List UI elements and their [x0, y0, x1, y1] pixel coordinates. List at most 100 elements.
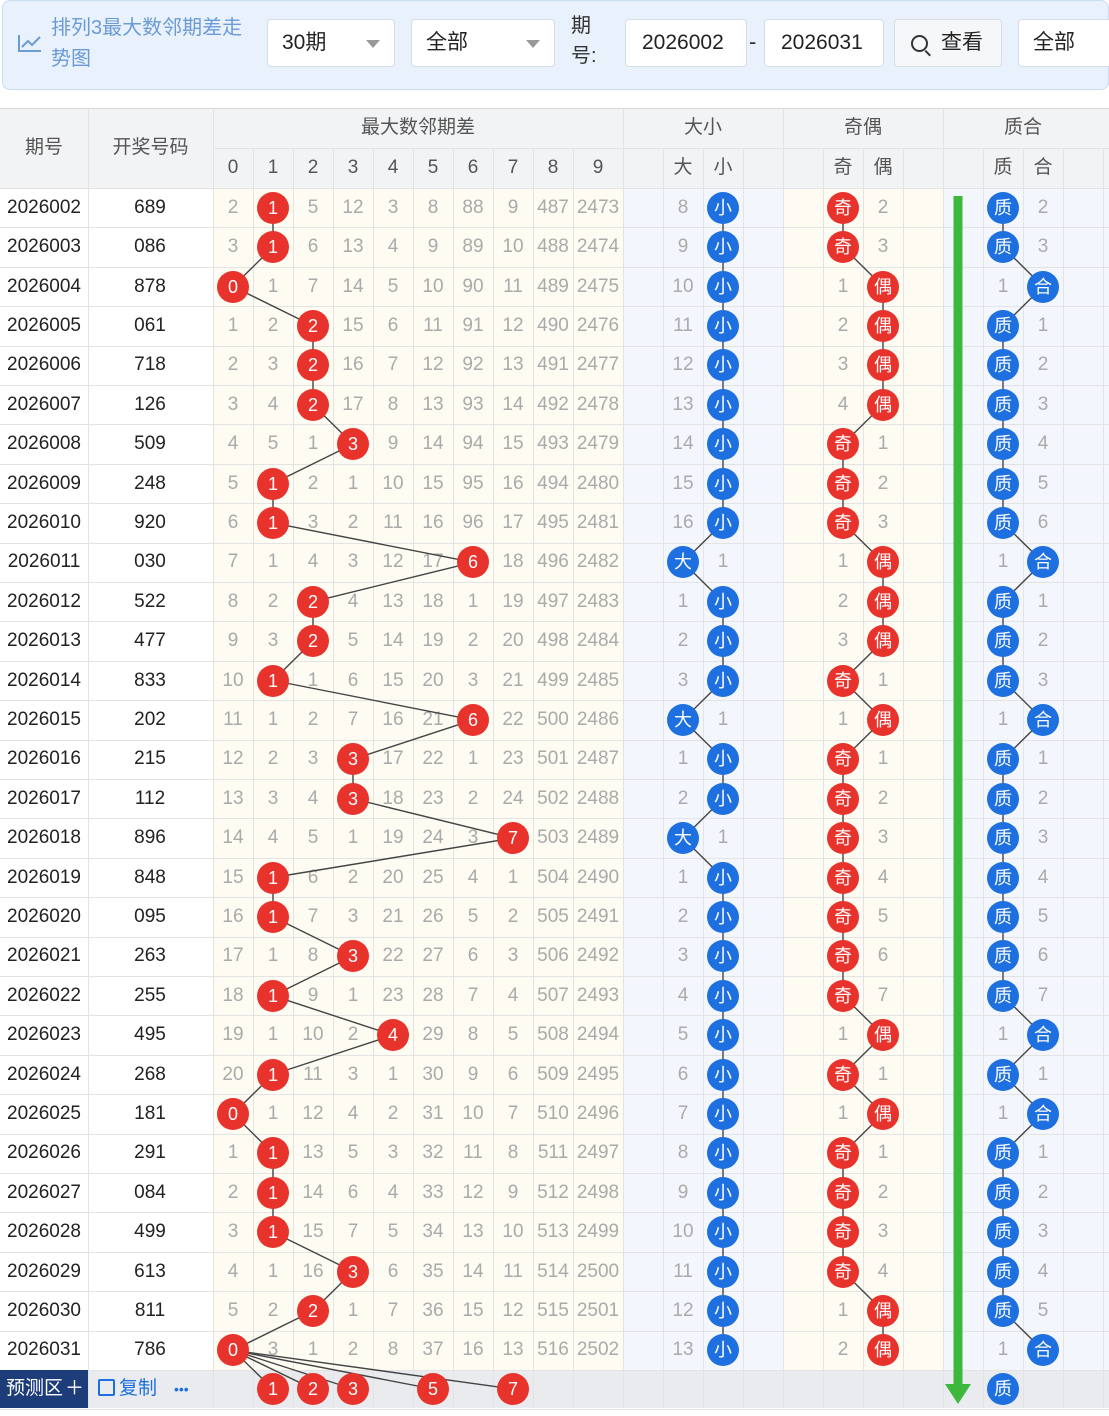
- diff-miss-cell: 3: [347, 1063, 359, 1085]
- draw-number-cell: 084: [134, 1181, 166, 1203]
- prime-hit-ball: 质: [987, 1176, 1019, 1209]
- diff-miss-cell: 5: [507, 1024, 519, 1046]
- diff-hit-ball: 1: [257, 231, 289, 264]
- diff-miss-cell: 2: [307, 708, 319, 730]
- prime-miss-cell: 5: [1037, 472, 1049, 494]
- column-divider: [293, 148, 294, 1408]
- prime-miss-cell: 3: [1037, 1221, 1049, 1243]
- row-divider: [0, 700, 1109, 701]
- column-divider: [743, 148, 744, 1408]
- column-divider: [573, 148, 574, 1408]
- diff-miss-cell: 12: [302, 1102, 324, 1124]
- issue-from-input[interactable]: 2026002: [625, 19, 747, 67]
- diff-miss-cell: 3: [467, 669, 479, 691]
- issue-cell: 2026017: [7, 787, 81, 809]
- diff-hit-ball: 2: [297, 349, 329, 382]
- view-button-label: 查看: [941, 31, 983, 54]
- parity-hit-ball: 奇: [827, 1176, 859, 1209]
- diff-miss-cell: 88: [462, 196, 484, 218]
- more-icon[interactable]: •••: [174, 1381, 189, 1397]
- diff-miss-cell: 1: [347, 827, 359, 849]
- period-count-value: 30期: [282, 31, 327, 54]
- parity-hit-ball: 偶: [867, 309, 899, 342]
- prime-hit-ball: 质: [987, 625, 1019, 658]
- diff-miss-cell: 10: [222, 669, 244, 691]
- row-divider: [0, 306, 1109, 307]
- diff-miss-cell: 503: [537, 827, 569, 849]
- prime-hit-ball: 质: [987, 1294, 1019, 1327]
- diff-miss-cell: 94: [462, 433, 484, 455]
- diff-miss-cell: 2: [267, 590, 279, 612]
- size-miss-cell: 7: [677, 1102, 689, 1124]
- diff-miss-cell: 6: [307, 866, 319, 888]
- digit-header-8: 8: [547, 157, 559, 178]
- prime-hit-ball: 质: [987, 979, 1019, 1012]
- diff-miss-cell: 2473: [576, 196, 620, 218]
- row-divider: [0, 1252, 1109, 1253]
- issue-to-input[interactable]: 2026031: [764, 19, 884, 67]
- diff-miss-cell: 13: [222, 787, 244, 809]
- diff-miss-cell: 4: [307, 787, 319, 809]
- diff-hit-ball: 1: [257, 1216, 289, 1249]
- extra-filter-select[interactable]: 全部: [1018, 19, 1109, 67]
- parity-hit-ball: 奇: [827, 1137, 859, 1170]
- copy-button[interactable]: 复制: [98, 1370, 168, 1408]
- diff-miss-cell: 24: [502, 787, 524, 809]
- diff-miss-cell: 1: [227, 314, 239, 336]
- prime-hit-ball: 质: [987, 349, 1019, 382]
- parity-miss-cell: 1: [877, 1142, 889, 1164]
- size-hit-ball: 小: [707, 1294, 739, 1327]
- size-hit-ball: 小: [707, 1019, 739, 1052]
- parity-col-header-0: 奇: [833, 157, 853, 178]
- period-count-select[interactable]: 30期: [267, 19, 395, 67]
- diff-miss-cell: 18: [382, 787, 404, 809]
- parity-col-header-1: 偶: [873, 157, 893, 178]
- diff-hit-ball: 2: [297, 1294, 329, 1327]
- diff-hit-ball: 0: [217, 1097, 249, 1130]
- diff-miss-cell: 15: [302, 1221, 324, 1243]
- diff-miss-cell: 2482: [576, 551, 620, 573]
- parity-hit-ball: 偶: [867, 1097, 899, 1130]
- diff-miss-cell: 7: [307, 275, 319, 297]
- diff-miss-cell: 3: [267, 787, 279, 809]
- view-button[interactable]: 查看: [894, 19, 1002, 67]
- parity-hit-ball: 奇: [827, 782, 859, 815]
- parity-hit-ball: 奇: [827, 822, 859, 855]
- diff-miss-cell: 13: [342, 236, 364, 258]
- parity-miss-cell: 1: [877, 1063, 889, 1085]
- diff-miss-cell: 499: [537, 669, 569, 691]
- diff-hit-ball: 1: [257, 979, 289, 1012]
- size-miss-cell: 10: [672, 1221, 694, 1243]
- diff-miss-cell: 2: [347, 511, 359, 533]
- diff-miss-cell: 2483: [576, 590, 620, 612]
- diff-miss-cell: 10: [502, 1221, 524, 1243]
- size-miss-cell: 4: [677, 984, 689, 1006]
- diff-hit-ball: 3: [337, 940, 369, 973]
- parity-hit-ball: 奇: [827, 1255, 859, 1288]
- diff-miss-cell: 6: [467, 945, 479, 967]
- predict-area-button[interactable]: 预测区＋: [0, 1370, 88, 1408]
- prime-miss-cell: 7: [1037, 984, 1049, 1006]
- predict-ball: 2: [297, 1373, 329, 1405]
- diff-miss-cell: 11: [223, 708, 243, 730]
- issue-cell: 2026028: [7, 1221, 81, 1243]
- parity-miss-cell: 7: [877, 984, 889, 1006]
- diff-miss-cell: 30: [422, 1063, 444, 1085]
- issue-cell: 2026011: [7, 551, 81, 573]
- diff-miss-cell: 6: [227, 511, 239, 533]
- parity-hit-ball: 偶: [867, 1294, 899, 1327]
- prime-hit-ball: 质: [987, 309, 1019, 342]
- diff-miss-cell: 5: [467, 905, 479, 927]
- parity-hit-ball: 奇: [827, 467, 859, 500]
- diff-miss-cell: 515: [537, 1299, 569, 1321]
- size-miss-cell: 10: [672, 275, 694, 297]
- prime-miss-cell: 1: [997, 275, 1009, 297]
- size-hit-ball: 小: [707, 1097, 739, 1130]
- diff-miss-cell: 16: [462, 1339, 484, 1361]
- draw-number-cell: 112: [134, 787, 166, 809]
- filter-select[interactable]: 全部: [411, 19, 555, 67]
- extra-filter-value: 全部: [1033, 31, 1075, 54]
- diff-miss-cell: 17: [382, 748, 404, 770]
- toolbar-panel: 排列3最大数邻期差走势图 30期 全部 期号: 2026002 - 202603…: [2, 0, 1109, 90]
- diff-miss-cell: 7: [387, 354, 399, 376]
